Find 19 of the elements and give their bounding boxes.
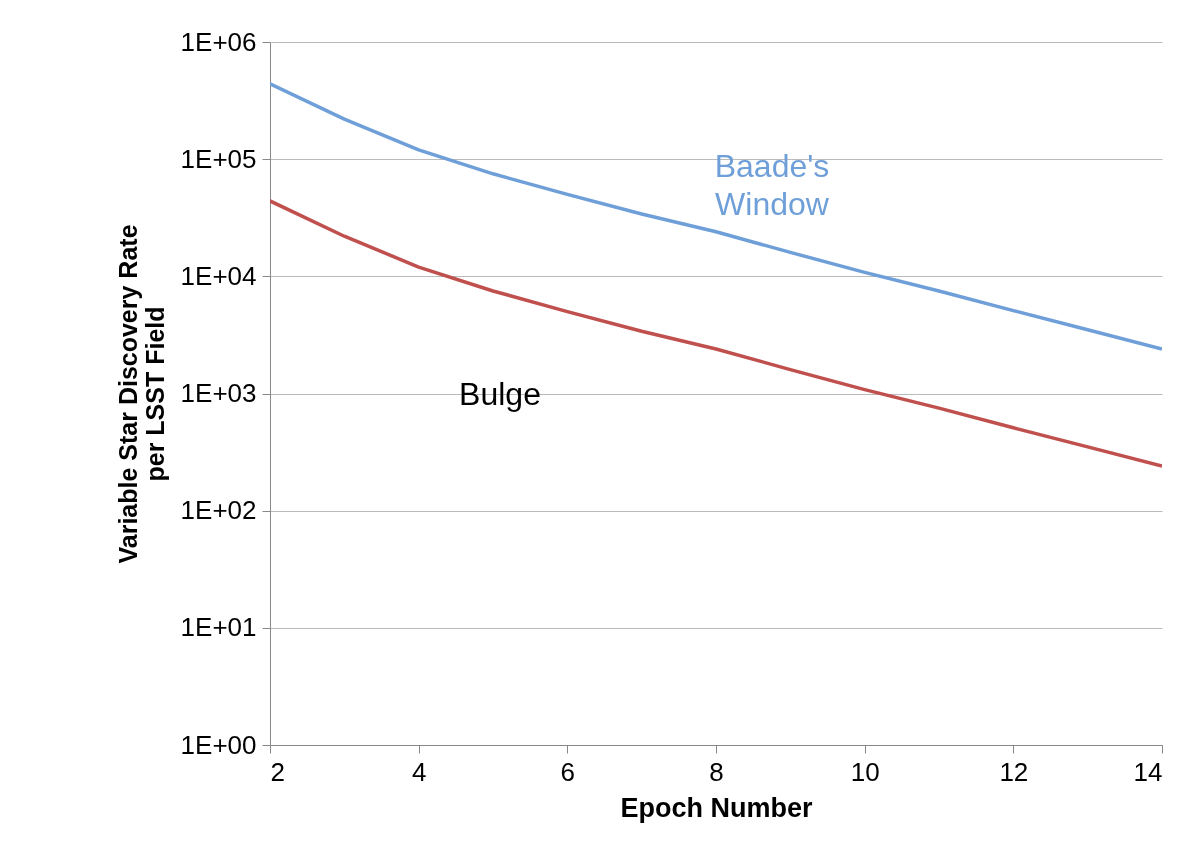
line-series (270, 82, 1162, 351)
x-tick-label: 4 (411, 756, 427, 787)
series-label: Baade's Window (714, 148, 830, 222)
y-tick-label: 1E+06 (180, 26, 257, 57)
y-tick-label: 1E+02 (180, 495, 257, 526)
y-tick-label: 1E+03 (180, 378, 257, 408)
x-tick-label: 2 (270, 756, 285, 787)
x-tick-label: 12 (999, 756, 1029, 787)
text: Bulge (459, 376, 541, 412)
y-tick-label: 1E+05 (180, 143, 257, 174)
x-tick-label: 8 (709, 756, 724, 787)
x-tick-label: 14 (1133, 756, 1163, 787)
y-tick-label: 1E+04 (180, 260, 257, 291)
x-tick-label: 10 (850, 756, 880, 787)
y-axis-title: Variable Star Discovery Rate per LSST Field (113, 224, 169, 564)
y-tick-label: 1E+00 (180, 729, 257, 760)
x-tick-label: 6 (560, 756, 576, 787)
y-tick-label: 1E+01 (180, 612, 257, 643)
x-axis-title: Epoch Number (620, 792, 813, 823)
